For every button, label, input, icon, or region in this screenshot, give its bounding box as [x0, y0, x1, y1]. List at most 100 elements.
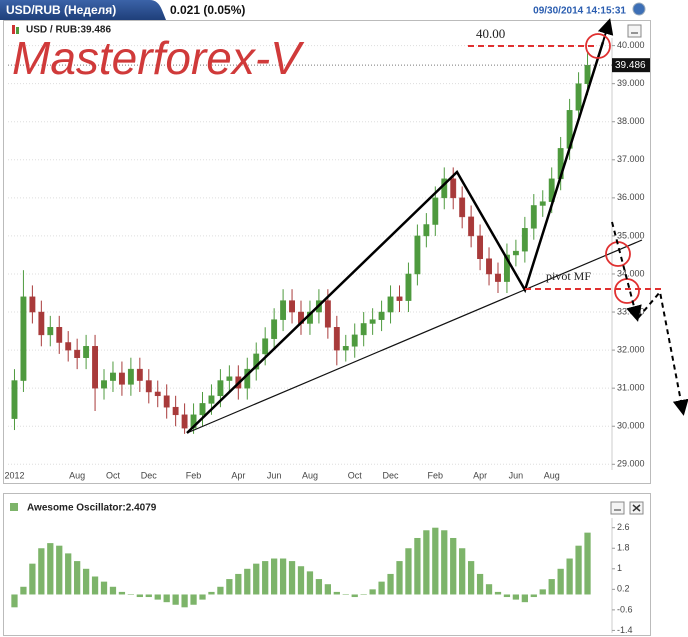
- candle-body: [11, 380, 18, 419]
- x-tick-label: 2012: [4, 470, 24, 480]
- bar: [190, 594, 197, 605]
- candle-body: [271, 319, 278, 339]
- marker-circle: [585, 33, 611, 59]
- bar: [145, 594, 152, 598]
- candle-body: [74, 349, 81, 358]
- candle-body: [432, 197, 439, 225]
- bar: [100, 581, 108, 595]
- candle-body: [20, 296, 27, 381]
- bar: [74, 561, 81, 595]
- legend-icon: [16, 27, 19, 34]
- y-tick-label: 29.000: [617, 459, 645, 469]
- y-tick-label: 31.000: [617, 383, 645, 393]
- y-tick-label: 36.000: [617, 192, 645, 202]
- candle-body: [477, 235, 484, 260]
- candle-body: [486, 258, 492, 275]
- bar: [65, 553, 72, 595]
- candle-body: [450, 178, 457, 199]
- candle-body: [289, 300, 295, 313]
- candle-body: [253, 353, 260, 370]
- x-tick-label: Oct: [348, 470, 363, 480]
- bar: [503, 594, 511, 598]
- y-tick-label: 34.000: [617, 268, 645, 278]
- bar: [584, 532, 591, 595]
- candle-body: [369, 319, 376, 324]
- last-price-label: 39.486: [615, 60, 646, 71]
- bar: [91, 576, 99, 595]
- x-tick-label: Aug: [302, 470, 318, 480]
- bar: [405, 548, 412, 595]
- candle-body: [65, 342, 72, 351]
- candle-body: [387, 296, 394, 313]
- bar: [109, 586, 117, 595]
- bar: [20, 586, 27, 595]
- bar: [56, 545, 63, 595]
- candle-body: [575, 83, 582, 111]
- bar: [262, 561, 269, 595]
- bar: [297, 566, 305, 595]
- candle-body: [584, 64, 591, 84]
- last-price-box: [612, 58, 650, 73]
- bar: [476, 573, 484, 595]
- x-tick-label: Apr: [231, 470, 245, 480]
- ao-title: Awesome Oscillator:2.4079: [27, 503, 157, 514]
- trend-arrow: [597, 18, 614, 43]
- bar: [485, 584, 493, 595]
- bar: [333, 591, 340, 595]
- candle-body: [199, 403, 206, 416]
- bar: [306, 571, 314, 595]
- candle-body: [504, 254, 510, 282]
- legend: USD / RUB:39.486: [26, 25, 111, 36]
- y-tick-label: 38.000: [617, 116, 645, 126]
- timestamp: 09/30/2014 14:15:31: [533, 6, 626, 17]
- bar: [271, 558, 278, 595]
- candle-body: [226, 376, 233, 381]
- candle-body: [92, 346, 98, 389]
- symbol-tab: [0, 0, 166, 20]
- bar: [154, 594, 161, 600]
- ao-minimize-button[interactable]: [610, 501, 625, 515]
- candle-body: [83, 346, 90, 358]
- bar: [459, 548, 466, 595]
- bar: [369, 589, 376, 595]
- pivot-annotation: pivot MF: [546, 269, 591, 283]
- bar: [38, 548, 45, 595]
- y-tick-label: 1: [617, 563, 622, 573]
- x-tick-label: Feb: [186, 470, 202, 480]
- x-tick-label: Jun: [267, 470, 282, 480]
- bar: [315, 579, 323, 595]
- y-tick-label: 35.000: [617, 230, 645, 240]
- candle-body: [217, 380, 224, 397]
- bar: [566, 558, 573, 595]
- main-panel: [3, 20, 651, 484]
- bar: [244, 568, 251, 595]
- bar: [530, 594, 537, 598]
- x-tick-label: Aug: [544, 470, 560, 480]
- info-button[interactable]: [632, 2, 646, 16]
- y-tick-label: 2.6: [617, 522, 630, 532]
- legend-icon: [12, 25, 15, 34]
- candle-body: [101, 380, 107, 389]
- bar: [226, 579, 233, 595]
- bar: [163, 594, 170, 603]
- candle-body: [396, 296, 403, 301]
- candle-body: [405, 273, 412, 301]
- bar: [235, 573, 242, 595]
- plot: 29.00030.00031.00032.00033.00034.00035.0…: [4, 40, 650, 635]
- x-tick-label: Apr: [473, 470, 487, 480]
- bar: [548, 579, 555, 595]
- bar: [432, 527, 439, 595]
- x-tick-label: Dec: [141, 470, 158, 480]
- y-tick-label: 30.000: [617, 421, 645, 431]
- candle-body: [154, 391, 161, 397]
- candle-body: [118, 372, 125, 385]
- bar: [181, 594, 188, 608]
- minimize-button[interactable]: [627, 24, 642, 38]
- x-tick-label: Feb: [428, 470, 444, 480]
- candle-body: [110, 372, 116, 381]
- y-tick-label: 39.000: [617, 78, 645, 88]
- y-tick-label: 37.000: [617, 154, 645, 164]
- x-tick-label: Dec: [383, 470, 400, 480]
- bar: [414, 537, 421, 595]
- trend-line: [186, 41, 605, 434]
